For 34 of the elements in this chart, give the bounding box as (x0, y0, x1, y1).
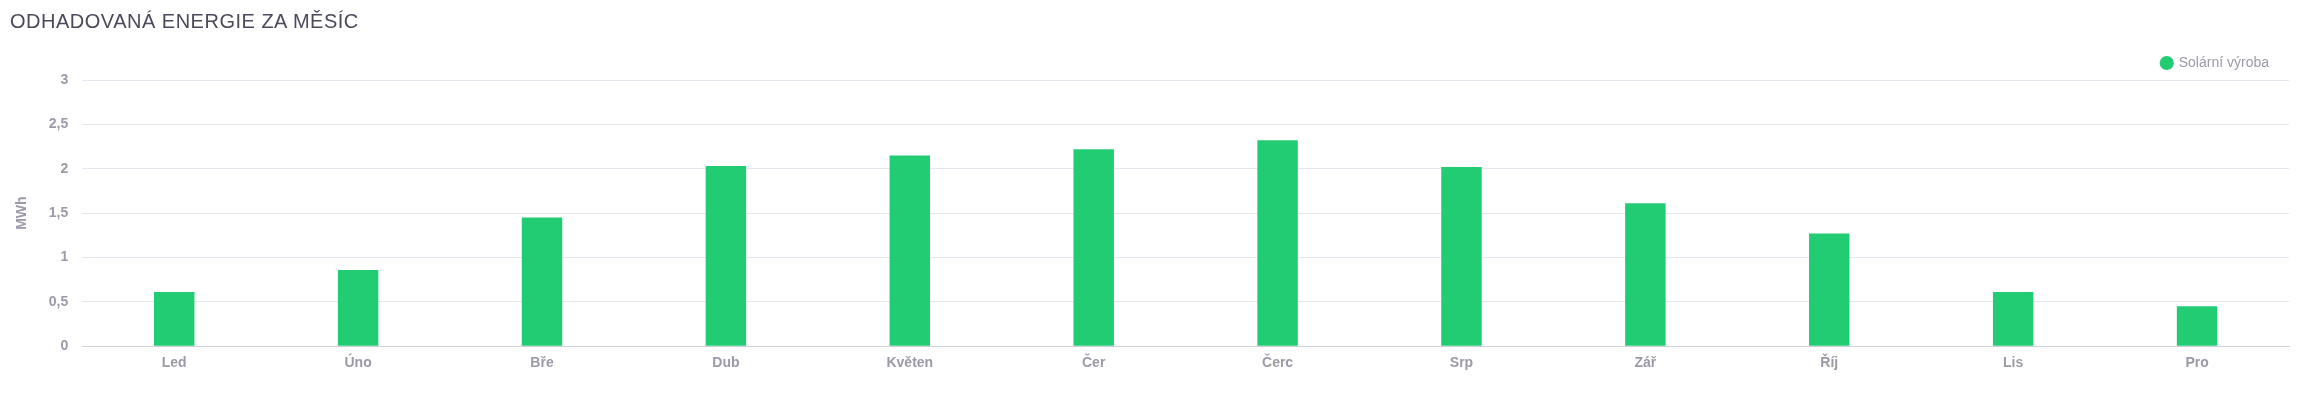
y-tick-label: 0 (60, 337, 69, 354)
x-tick-label: Dub (712, 354, 740, 371)
bar (1441, 166, 1482, 346)
bar (1257, 140, 1298, 346)
bar (705, 166, 747, 346)
bar (1992, 292, 2034, 346)
x-tick-label: Pro (2185, 354, 2209, 371)
y-tick-label: 1 (60, 248, 69, 265)
bar (1625, 203, 1666, 346)
x-tick-label: Lis (2003, 354, 2024, 371)
legend-label: Solární výroba (2178, 53, 2270, 70)
x-tick-label: Říj (1820, 353, 1839, 371)
x-tick-label: Led (161, 354, 187, 371)
y-tick-label: 2 (60, 159, 69, 176)
bar (889, 155, 931, 346)
y-tick-label: 0,5 (48, 292, 69, 309)
x-tick-label: Úno (344, 353, 372, 371)
y-axis-title: MWh (13, 196, 30, 230)
x-tick-label: Bře (530, 354, 554, 371)
bar (153, 292, 195, 346)
bar (1073, 149, 1114, 346)
bar (337, 269, 379, 346)
bar (1809, 233, 1850, 346)
x-tick-label: Zář (1634, 354, 1657, 371)
bar (521, 217, 563, 346)
x-tick-label: Čer (1082, 353, 1106, 371)
x-tick-label: Květen (886, 354, 934, 371)
bar (2176, 306, 2218, 346)
chart-title: ODHADOVANÁ ENERGIE ZA MĚSÍC (9, 9, 360, 34)
y-tick-label: 1,5 (48, 203, 69, 220)
y-tick-label: 3 (60, 70, 69, 87)
x-tick-label: Čerc (1262, 353, 1294, 371)
y-tick-label: 2,5 (48, 115, 69, 132)
x-tick-label: Srp (1449, 354, 1474, 371)
